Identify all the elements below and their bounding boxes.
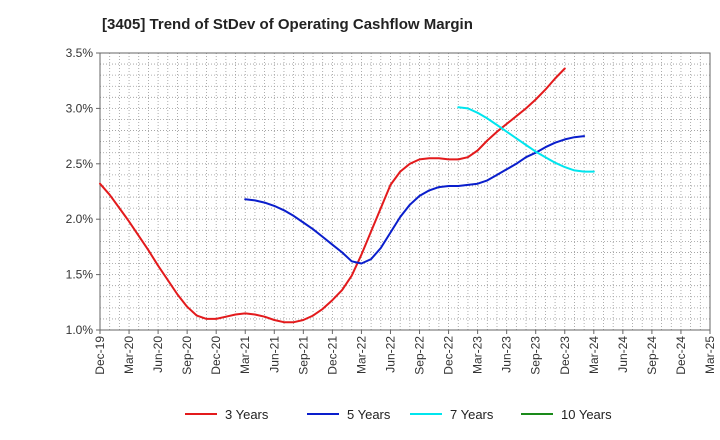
x-tick-label: Dec-22 bbox=[442, 336, 456, 375]
legend-label: 7 Years bbox=[450, 407, 494, 422]
y-tick-label: 2.5% bbox=[66, 157, 94, 171]
x-tick-label: Dec-21 bbox=[325, 336, 339, 375]
x-tick-label: Dec-23 bbox=[558, 336, 572, 375]
x-tick-label: Mar-23 bbox=[471, 336, 485, 374]
y-tick-label: 2.0% bbox=[66, 212, 94, 226]
x-tick-label: Jun-23 bbox=[500, 336, 514, 373]
x-tick-label: Mar-20 bbox=[122, 336, 136, 374]
series-line-5-years bbox=[244, 135, 586, 265]
x-tick-label: Sep-22 bbox=[413, 336, 427, 375]
x-tick-label: Sep-21 bbox=[296, 336, 310, 375]
plot-area-frame bbox=[99, 52, 711, 331]
x-tick-label: Sep-20 bbox=[180, 336, 194, 375]
x-tick-label: Dec-19 bbox=[93, 336, 107, 375]
x-tick-label: Mar-24 bbox=[587, 336, 601, 374]
x-tick-label: Jun-21 bbox=[267, 336, 281, 373]
y-tick-label: 1.5% bbox=[66, 268, 94, 282]
y-tick-label: 3.0% bbox=[66, 101, 94, 115]
chart-title: [3405] Trend of StDev of Operating Cashf… bbox=[102, 16, 473, 33]
x-tick-label: Jun-24 bbox=[616, 336, 630, 373]
x-tick-label: Mar-25 bbox=[703, 336, 717, 374]
series-line-3-years bbox=[99, 67, 566, 324]
x-axis-ticks: Dec-19 Mar-20 Jun-20 Sep-20 Dec-20 Mar-21 Jun-… bbox=[93, 330, 717, 375]
legend-label: 3 Years bbox=[225, 407, 269, 422]
x-tick-label: Sep-24 bbox=[645, 336, 659, 375]
x-tick-label: Jun-22 bbox=[383, 336, 397, 373]
series-lines bbox=[99, 67, 595, 324]
y-tick-label: 1.0% bbox=[66, 323, 94, 337]
legend: 3 Years 5 Years 7 Years 10 Years bbox=[185, 407, 612, 422]
x-tick-label: Mar-22 bbox=[354, 336, 368, 374]
x-tick-label: Sep-23 bbox=[529, 336, 543, 375]
x-tick-label: Dec-20 bbox=[209, 336, 223, 375]
legend-label: 10 Years bbox=[561, 407, 612, 422]
x-tick-label: Jun-20 bbox=[151, 336, 165, 373]
x-tick-label: Mar-21 bbox=[238, 336, 252, 374]
series-line-7-years bbox=[457, 106, 595, 173]
x-tick-label: Dec-24 bbox=[674, 336, 688, 375]
y-tick-label: 3.5% bbox=[66, 46, 94, 60]
legend-label: 5 Years bbox=[347, 407, 391, 422]
grid-lines bbox=[100, 53, 710, 330]
y-axis-ticks: 1.0% 1.5% 2.0% 2.5% 3.0% 3.5% bbox=[66, 46, 100, 337]
